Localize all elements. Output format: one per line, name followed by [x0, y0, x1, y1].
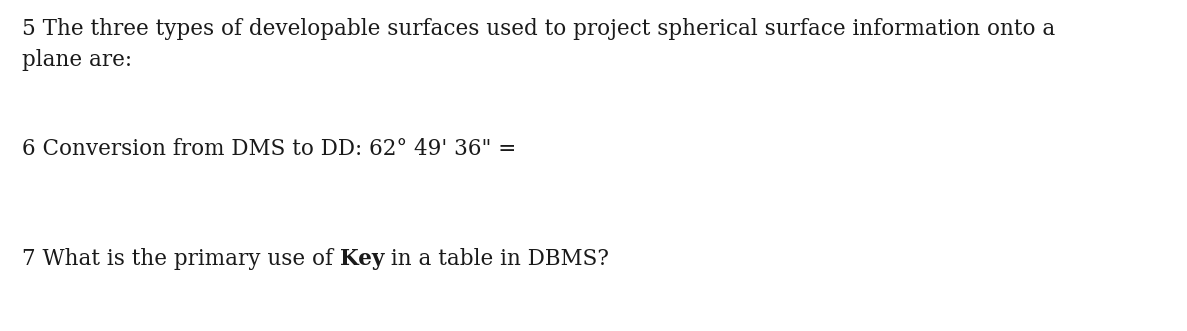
Text: 6 Conversion from DMS to DD: 62° 49' 36" =: 6 Conversion from DMS to DD: 62° 49' 36"… — [23, 138, 516, 160]
Text: in a table in DBMS?: in a table in DBMS? — [385, 248, 609, 270]
Text: Key: Key — [339, 248, 385, 270]
Text: 5 The three types of developable surfaces used to project spherical surface info: 5 The three types of developable surface… — [23, 18, 1055, 71]
Text: 7 What is the primary use of: 7 What is the primary use of — [23, 248, 339, 270]
